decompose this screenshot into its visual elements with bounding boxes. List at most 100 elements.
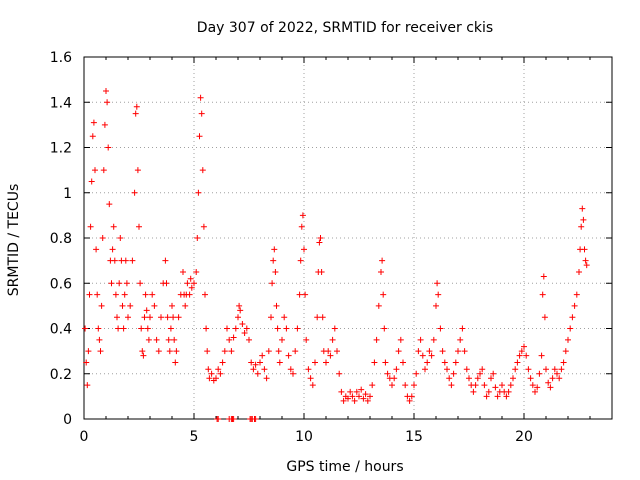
data-point xyxy=(193,268,200,275)
data-point xyxy=(89,133,96,140)
data-point xyxy=(215,366,222,373)
data-point xyxy=(158,314,164,321)
data-point xyxy=(318,268,325,275)
data-point xyxy=(99,235,106,241)
data-point xyxy=(250,366,257,373)
data-point xyxy=(441,359,448,366)
data-point xyxy=(419,352,426,359)
data-point xyxy=(270,257,277,264)
data-point xyxy=(381,325,388,332)
data-point xyxy=(580,216,587,223)
data-point xyxy=(165,336,172,343)
data-point xyxy=(296,291,303,298)
data-point xyxy=(144,325,151,332)
data-point xyxy=(153,336,160,343)
data-point xyxy=(351,397,358,404)
data-point xyxy=(529,382,536,389)
data-point xyxy=(567,325,574,332)
data-point xyxy=(452,359,459,366)
data-point xyxy=(331,325,338,332)
data-point xyxy=(319,314,326,321)
data-point xyxy=(221,348,228,355)
y-tick-label: 0 xyxy=(63,412,72,428)
data-point xyxy=(479,366,486,373)
data-point xyxy=(547,384,554,391)
data-point xyxy=(199,167,206,174)
data-point xyxy=(578,223,585,230)
data-point xyxy=(281,314,288,321)
data-point xyxy=(450,370,457,377)
data-point xyxy=(485,388,492,395)
data-point xyxy=(175,314,182,321)
data-point xyxy=(384,370,391,377)
data-point xyxy=(204,348,211,355)
data-point xyxy=(481,382,488,389)
data-point xyxy=(551,366,558,373)
data-point xyxy=(198,110,205,117)
data-point xyxy=(164,314,171,321)
data-point xyxy=(83,359,90,366)
data-point xyxy=(85,348,92,355)
data-point xyxy=(488,375,494,382)
data-point xyxy=(430,336,437,343)
data-point xyxy=(268,314,274,321)
data-point xyxy=(373,336,380,343)
data-point xyxy=(224,325,230,332)
data-point xyxy=(180,268,186,275)
data-point xyxy=(232,325,239,332)
data-point xyxy=(119,302,126,309)
x-axis-label: GPS time / hours xyxy=(286,459,403,475)
data-point xyxy=(309,382,316,389)
y-tick-label: 1.4 xyxy=(50,95,72,111)
data-point xyxy=(173,348,180,355)
data-point xyxy=(151,302,158,309)
data-point xyxy=(230,416,237,422)
data-point xyxy=(490,370,497,377)
data-point xyxy=(96,336,103,343)
data-point xyxy=(122,257,129,264)
data-point xyxy=(510,375,516,382)
data-point xyxy=(230,334,237,341)
data-point xyxy=(125,314,131,321)
data-point xyxy=(345,395,351,402)
data-point xyxy=(323,359,329,366)
data-point xyxy=(389,382,395,389)
data-point xyxy=(170,314,177,321)
data-point xyxy=(109,246,116,253)
data-point xyxy=(565,336,571,343)
data-point xyxy=(422,366,428,373)
data-point xyxy=(523,352,530,359)
data-point xyxy=(274,325,281,332)
data-point xyxy=(205,366,212,373)
data-point xyxy=(162,257,169,264)
data-point xyxy=(279,336,285,343)
data-point xyxy=(505,388,512,395)
data-point xyxy=(428,352,435,359)
data-point xyxy=(188,284,195,291)
data-point xyxy=(272,268,279,275)
data-point xyxy=(413,370,420,377)
data-point xyxy=(408,393,415,400)
data-point xyxy=(143,307,150,314)
data-point xyxy=(378,268,384,275)
data-point xyxy=(94,291,101,298)
data-point xyxy=(582,257,589,264)
data-point xyxy=(208,370,215,377)
x-tick-label: 10 xyxy=(295,429,313,445)
data-point xyxy=(276,359,283,366)
data-point xyxy=(562,348,569,355)
data-point xyxy=(290,370,296,377)
data-point xyxy=(560,359,567,366)
grid-lines xyxy=(84,57,612,419)
data-point xyxy=(147,314,153,321)
axis-ticks: 0 0.2 0.4 0.6 0.8 1 1.2 1.4 1.6 0 5 10 15 20 xyxy=(50,50,612,445)
data-point xyxy=(532,388,538,395)
data-point xyxy=(167,325,174,332)
data-point xyxy=(455,348,461,355)
data-point xyxy=(433,302,439,309)
data-point xyxy=(393,366,400,373)
data-point xyxy=(347,388,354,395)
data-point xyxy=(549,375,556,382)
data-point xyxy=(142,291,149,298)
data-point xyxy=(338,388,345,395)
